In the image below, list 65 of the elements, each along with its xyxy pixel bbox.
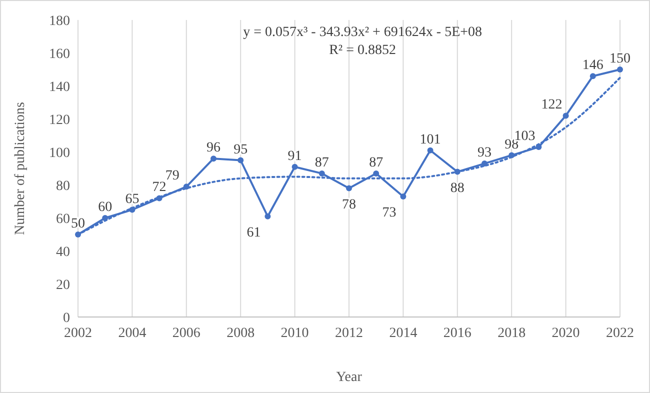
point <box>292 164 298 170</box>
point <box>373 170 380 176</box>
data-label: 146 <box>582 58 604 74</box>
data-label: 65 <box>125 192 140 207</box>
data-label: 87 <box>369 155 384 170</box>
y-tick-label: 20 <box>56 278 70 293</box>
data-label: 78 <box>342 197 356 212</box>
point <box>400 194 406 200</box>
x-tick-label: 2016 <box>443 326 472 341</box>
data-label: 88 <box>450 180 464 196</box>
point <box>454 168 460 175</box>
y-tick-label: 140 <box>49 80 70 95</box>
point <box>102 215 108 221</box>
x-tick-label: 2010 <box>280 326 309 341</box>
x-tick-label: 2004 <box>118 326 146 341</box>
data-label: 150 <box>610 52 630 66</box>
x-tick-label: 2006 <box>172 326 200 341</box>
point <box>590 73 596 80</box>
point <box>536 144 542 150</box>
x-tick-label: 2012 <box>335 326 363 341</box>
point <box>238 157 244 164</box>
x-tick-label: 2014 <box>389 326 418 341</box>
data-label: 50 <box>71 216 85 232</box>
x-axis-title: Year <box>336 370 362 385</box>
y-tick-label: 0 <box>63 311 70 326</box>
x-tick-label: 2018 <box>498 326 526 341</box>
data-label: 87 <box>314 155 329 170</box>
data-label: 79 <box>165 168 180 184</box>
point <box>318 170 325 176</box>
data-label: 61 <box>246 225 261 240</box>
data-label: 93 <box>478 146 492 161</box>
y-tick-label: 80 <box>56 179 70 194</box>
y-tick-label: 160 <box>49 47 70 62</box>
data-label: 95 <box>234 142 248 158</box>
data-label: 72 <box>152 180 166 196</box>
y-tick-label: 60 <box>56 212 70 227</box>
annotation: R² = 0.8852 <box>329 43 396 58</box>
point <box>264 213 271 220</box>
y-tick-label: 100 <box>49 146 70 161</box>
point <box>129 206 136 213</box>
y-tick-label: 40 <box>56 245 70 260</box>
point <box>427 147 434 154</box>
x-tick-label: 2008 <box>226 326 255 341</box>
point <box>75 232 81 238</box>
point <box>617 66 623 72</box>
point <box>210 156 216 162</box>
y-axis-title: Number of publications <box>13 102 28 235</box>
data-label: 91 <box>288 148 302 164</box>
point <box>508 152 515 158</box>
data-label: 60 <box>98 200 112 215</box>
y-tick-label: 120 <box>49 113 70 128</box>
data-label: 101 <box>420 132 441 148</box>
point <box>346 185 352 192</box>
data-label: 73 <box>382 206 396 221</box>
data-label: 96 <box>206 140 220 156</box>
point <box>562 112 569 119</box>
x-tick-label: 2020 <box>552 326 580 341</box>
annotation: y = 0.057x³ - 343.93x² + 691624x - 5E+08 <box>243 25 482 40</box>
point <box>183 184 190 190</box>
point <box>156 195 162 202</box>
y-tick-label: 180 <box>49 14 70 29</box>
data-label: 122 <box>541 98 562 113</box>
x-tick-label: 2022 <box>606 326 634 341</box>
x-tick-label: 2002 <box>64 326 92 341</box>
point <box>482 160 488 167</box>
